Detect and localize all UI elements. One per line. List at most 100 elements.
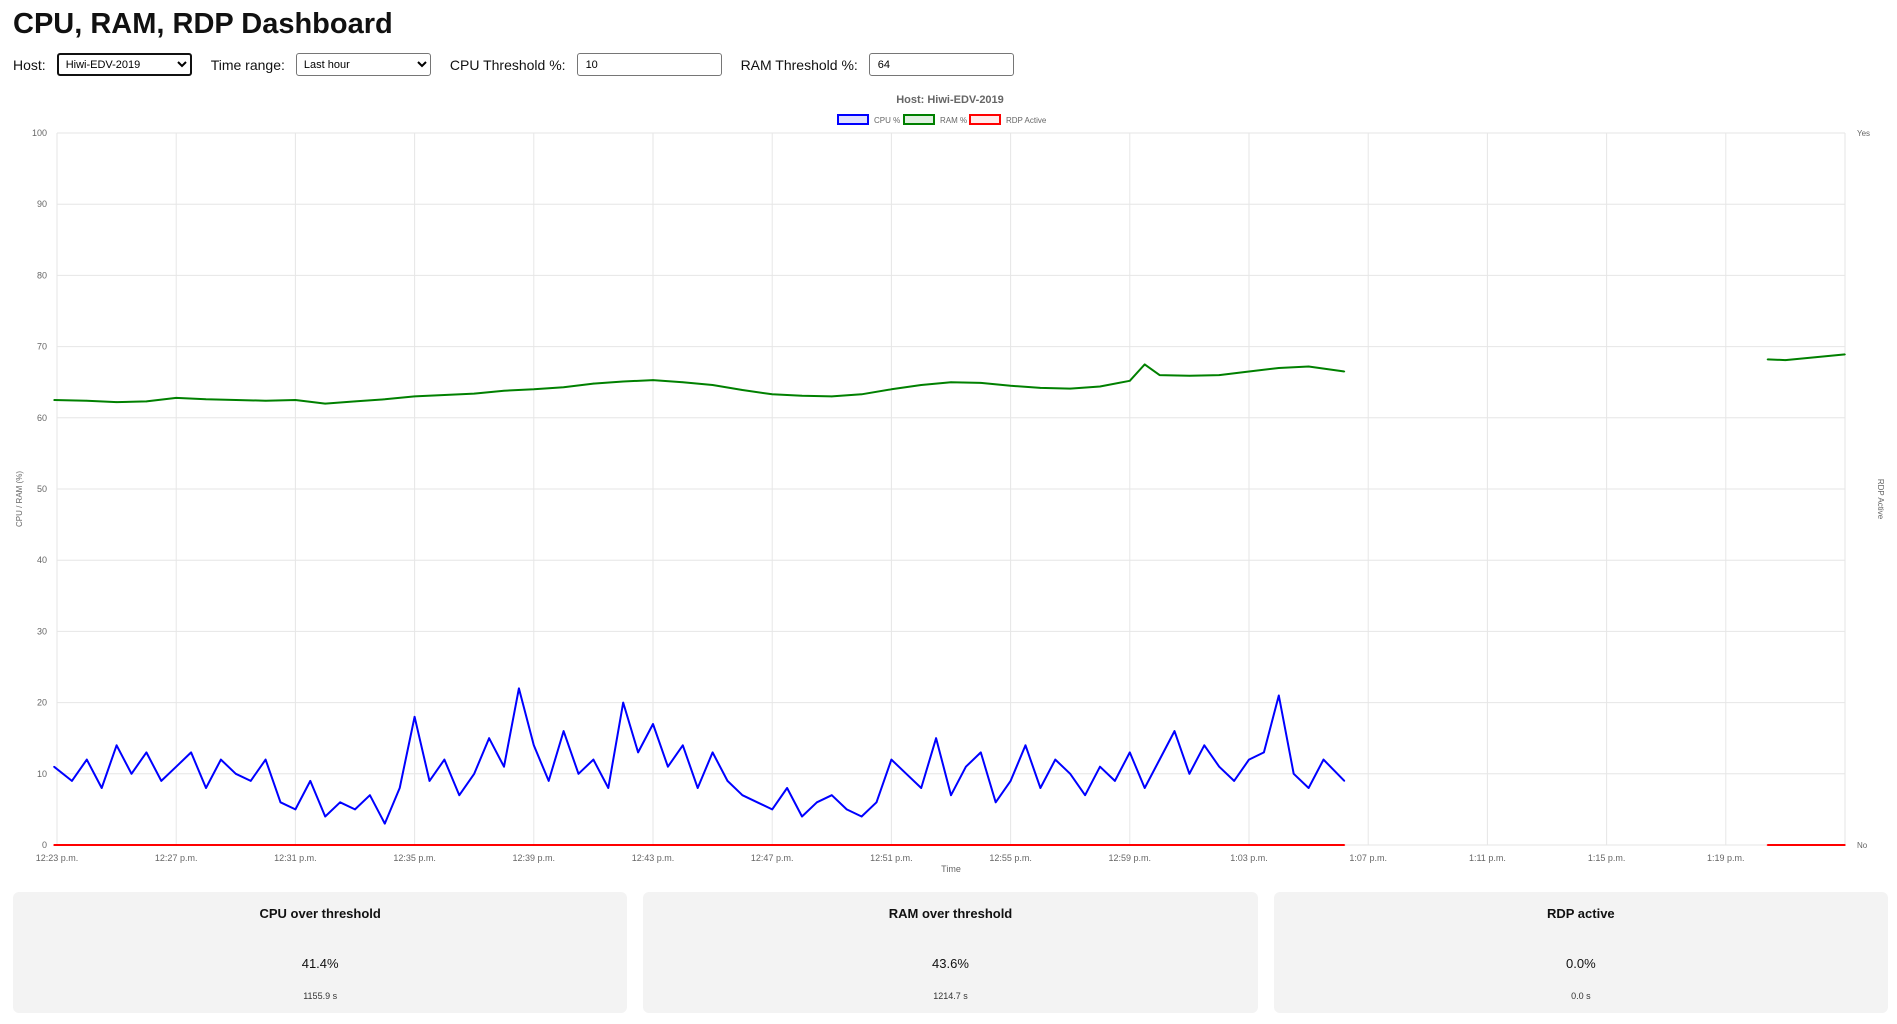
cpu-data-point	[71, 780, 73, 782]
ram-data-point	[1343, 370, 1346, 373]
ram-data-point	[1218, 374, 1220, 376]
ram-data-point	[622, 380, 624, 383]
cpu-data-point	[786, 787, 788, 789]
cpu-summary-card: CPU over threshold 41.4% 1155.9 s	[13, 892, 628, 1013]
ram-data-point	[503, 389, 505, 392]
cpu-data-point	[667, 765, 669, 768]
cpu-data-point	[518, 687, 520, 690]
cpu-data-point	[1039, 787, 1042, 789]
cpu-data-point	[190, 751, 192, 754]
y-tick-label: 60	[37, 413, 47, 423]
y-axis-label: CPU / RAM (%)	[15, 471, 24, 527]
ram-data-point	[741, 389, 744, 391]
cpu-data-point	[980, 751, 982, 754]
cpu-data-point	[1099, 765, 1101, 768]
cpu-data-point	[1343, 780, 1346, 782]
ram-data-point	[413, 395, 416, 398]
cpu-data-point	[905, 773, 908, 775]
cpu-data-point	[1188, 773, 1191, 775]
x-tick-label: 12:43 p.m.	[632, 853, 675, 863]
cpu-data-point	[965, 765, 967, 768]
x-tick-label: 12:39 p.m.	[513, 853, 556, 863]
cpu-data-point	[1322, 758, 1325, 761]
card-title: RDP active	[1546, 906, 1615, 921]
cpu-data-point	[1173, 730, 1176, 732]
cpu-data-point	[607, 787, 610, 789]
time-range-label: Time range:	[210, 56, 285, 73]
cpu-ram-rdp-chart[interactable]: Host: Hiwi-EDV-2019 CPU % RAM % RDP Active…	[0, 88, 1897, 878]
ram-data-point	[354, 400, 356, 403]
x-tick-label: 12:27 p.m.	[155, 853, 198, 863]
ram-data-point	[86, 399, 88, 402]
x-tick-label: 12:51 p.m.	[870, 853, 913, 863]
card-percent: 43.6%	[932, 956, 969, 971]
y-tick-label: 80	[37, 270, 47, 280]
cpu-data-point	[1158, 758, 1161, 761]
y-tick-label: 30	[37, 626, 47, 636]
cpu-data-point	[145, 751, 148, 754]
rdp-active-data-point	[1844, 844, 1846, 846]
cpu-data-point	[294, 808, 297, 811]
cpu-threshold-input[interactable]	[576, 53, 722, 76]
cpu-data-point	[950, 794, 952, 796]
x-tick-label: 12:31 p.m.	[274, 853, 317, 863]
ram-data-point	[711, 384, 714, 386]
rdp-active-data-point	[1343, 844, 1346, 846]
card-percent: 0.0%	[1566, 956, 1596, 971]
cpu-data-point	[533, 744, 535, 747]
ram-data-point	[950, 381, 952, 384]
cpu-data-point	[845, 808, 848, 811]
cpu-data-point	[547, 780, 550, 782]
ram-threshold-input[interactable]	[868, 53, 1014, 76]
ram-data-point	[920, 384, 922, 386]
cpu-data-point	[398, 787, 401, 789]
ram-data-point	[1766, 358, 1769, 361]
ram-data-point	[533, 388, 535, 391]
y2-axis-label: RDP Active	[1876, 479, 1885, 520]
y-tick-label: 70	[37, 342, 47, 352]
cpu-data-point	[175, 765, 177, 768]
summary-cards: CPU over threshold 41.4% 1155.9 s RAM ov…	[13, 892, 1888, 1013]
cpu-data-point	[324, 815, 327, 818]
y-tick-label: 40	[37, 555, 47, 565]
cpu-data-point	[875, 801, 878, 804]
cpu-data-point	[1129, 751, 1131, 754]
cpu-data-point	[235, 773, 237, 775]
x-tick-label: 1:15 p.m.	[1588, 853, 1626, 863]
ram-data-point	[1307, 365, 1310, 368]
ram-data-point	[1069, 387, 1071, 390]
cpu-data-point	[1143, 787, 1146, 789]
cpu-data-point	[53, 765, 55, 768]
cpu-data-point	[801, 815, 803, 818]
y-tick-label: 100	[32, 128, 47, 138]
cpu-data-point	[264, 758, 267, 761]
cpu-data-point	[1292, 773, 1295, 775]
cpu-data-point	[726, 780, 729, 782]
cpu-data-point	[503, 765, 505, 768]
card-seconds: 1155.9 s	[303, 991, 338, 1001]
cpu-data-point	[369, 794, 371, 796]
time-range-select[interactable]: Last hour	[295, 53, 431, 76]
card-title: CPU over threshold	[259, 906, 381, 921]
x-tick-label: 12:59 p.m.	[1109, 853, 1152, 863]
x-tick-label: 12:47 p.m.	[751, 853, 794, 863]
chart-plot-area	[53, 353, 1846, 846]
cpu-data-point	[652, 723, 654, 725]
cpu-data-point	[160, 780, 163, 782]
cpu-data-point	[756, 801, 759, 804]
ram-data-point	[1784, 359, 1787, 361]
cpu-series-line	[53, 687, 1346, 825]
cpu-data-point	[682, 744, 684, 747]
cpu-legend-swatch	[837, 114, 869, 125]
page-title: CPU, RAM, RDP Dashboard	[13, 8, 393, 40]
ram-data-point	[592, 382, 595, 385]
host-label: Host:	[13, 56, 46, 73]
host-select[interactable]: Hiwi-EDV-2019	[56, 53, 192, 76]
ram-threshold-label: RAM Threshold %:	[740, 56, 858, 73]
cpu-data-point	[130, 773, 133, 775]
cpu-data-point	[458, 794, 461, 796]
y2-tick-label: Yes	[1857, 129, 1870, 138]
ram-legend-label: RAM %	[940, 116, 967, 125]
x-tick-label: 1:07 p.m.	[1349, 853, 1387, 863]
ram-data-point	[1278, 367, 1280, 369]
